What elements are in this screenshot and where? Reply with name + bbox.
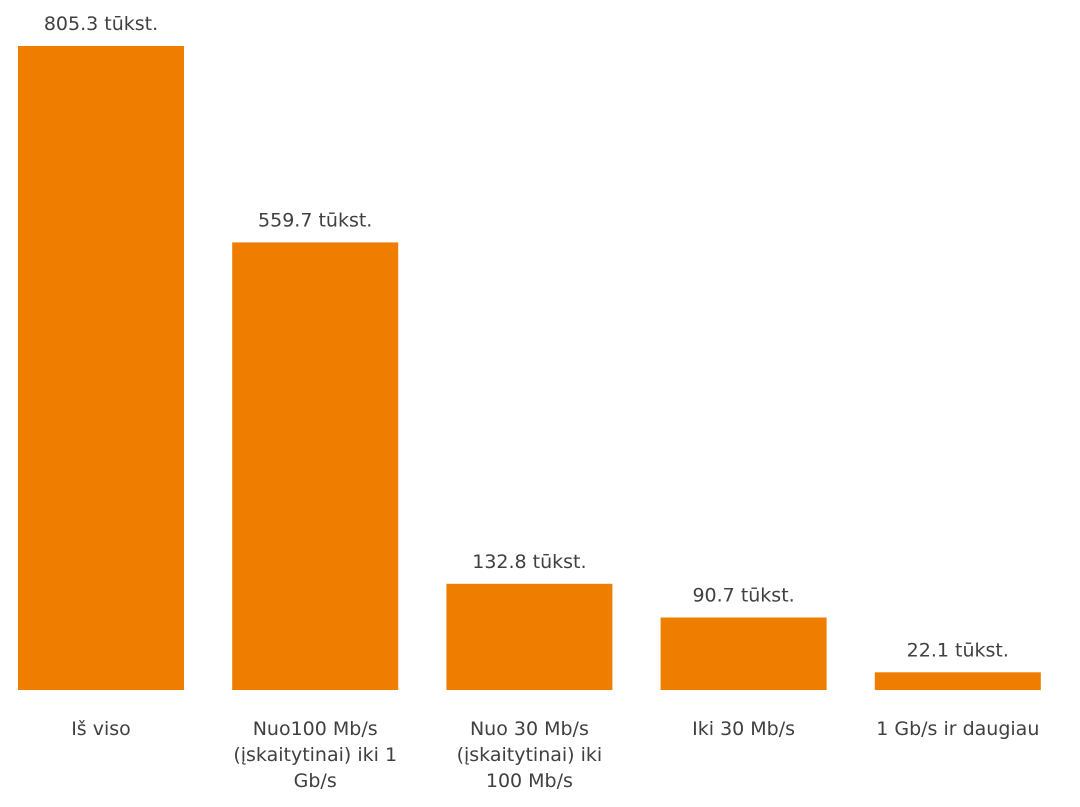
category-label-line: 1 Gb/s ir daugiau (876, 718, 1039, 740)
bar-1 (18, 46, 184, 690)
data-label-3: 132.8 tūkst. (472, 551, 586, 573)
bar-5 (874, 672, 1041, 690)
data-label-5: 22.1 tūkst. (907, 639, 1009, 661)
category-label-line: 100 Mb/s (486, 770, 573, 792)
category-label-4: Iki 30 Mb/s (692, 718, 795, 740)
category-label-3: Nuo 30 Mb/s (įskaitytinai) iki 100 Mb/s (457, 718, 603, 792)
bar-2 (232, 242, 399, 690)
data-label-1: 805.3 tūkst. (44, 13, 158, 35)
category-label-line: (įskaitytinai) iki (457, 744, 603, 766)
category-labels-group: Iš viso Nuo100 Mb/s (įskaitytinai) iki 1 Gb… (71, 718, 1039, 792)
category-label-line: Nuo100 Mb/s (253, 718, 378, 740)
category-label-5: 1 Gb/s ir daugiau (876, 718, 1039, 740)
bar-4 (660, 617, 827, 690)
category-label-line: (įskaitytinai) iki 1 (233, 744, 397, 766)
data-label-2: 559.7 tūkst. (258, 209, 372, 231)
category-label-1: Iš viso (71, 718, 131, 740)
category-label-line: Iki 30 Mb/s (692, 718, 795, 740)
bar-3 (446, 583, 613, 690)
data-label-4: 90.7 tūkst. (692, 585, 794, 607)
category-label-2: Nuo100 Mb/s (įskaitytinai) iki 1 Gb/s (233, 718, 397, 792)
category-label-line: Gb/s (294, 770, 337, 792)
data-labels-group: 805.3 tūkst. 559.7 tūkst. 132.8 tūkst. 90.7… (44, 13, 1009, 661)
category-label-line: Nuo 30 Mb/s (470, 718, 589, 740)
category-label-line: Iš viso (71, 718, 131, 740)
bars-group (18, 46, 1041, 690)
